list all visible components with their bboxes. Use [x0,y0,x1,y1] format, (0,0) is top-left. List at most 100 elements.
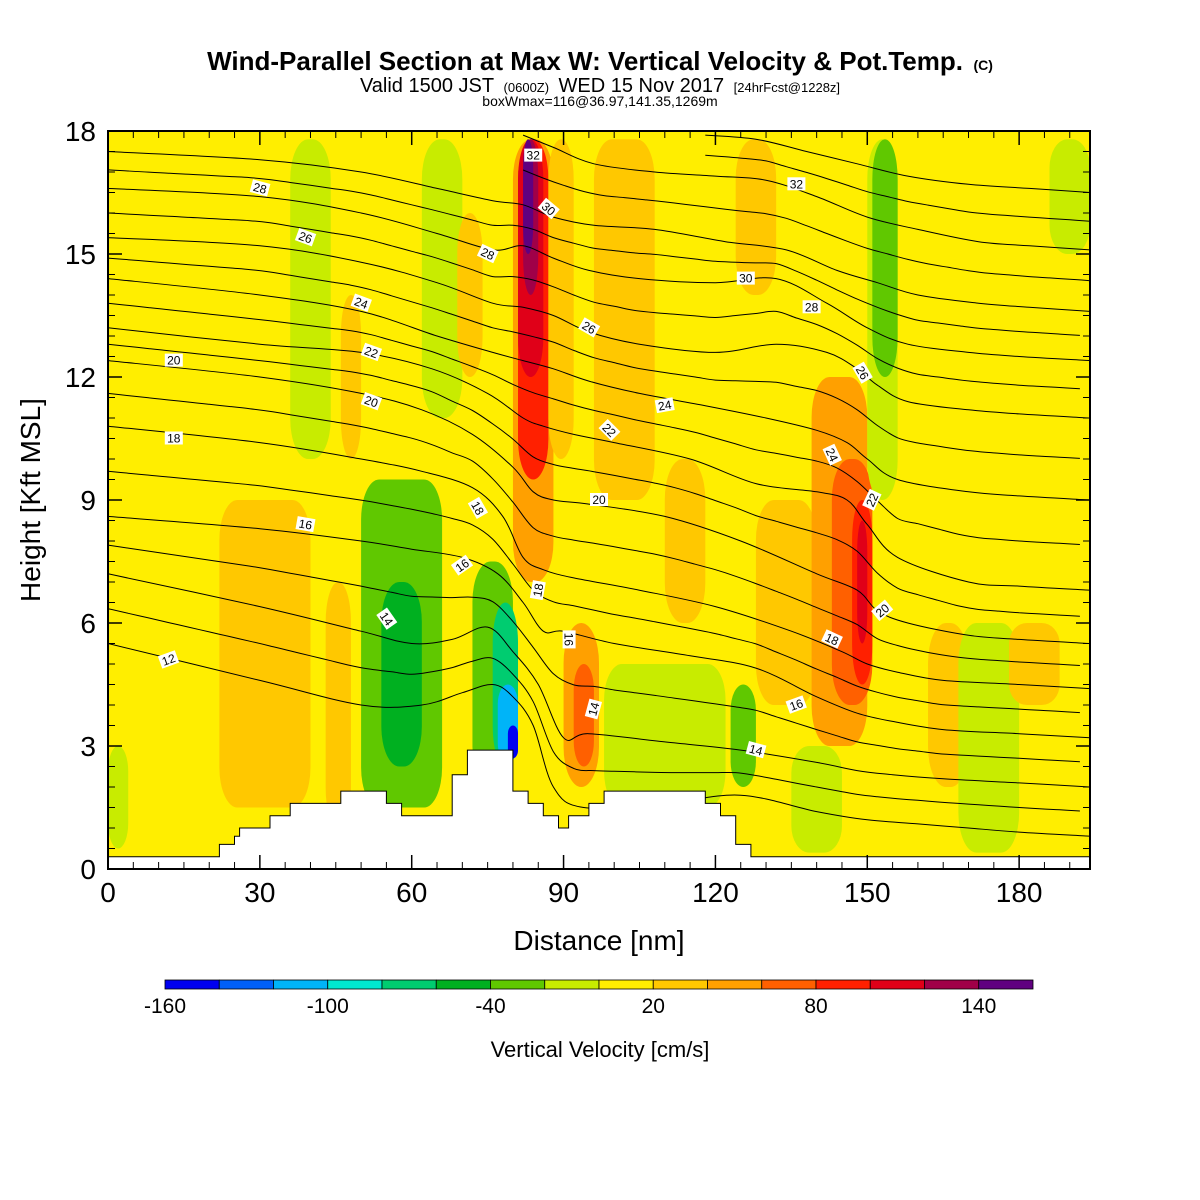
colorbar-swatch [924,979,980,990]
contour-label-bg [249,179,271,197]
colorbar-swatch [815,979,871,990]
w-cell [604,664,726,808]
contour-label: 28 [249,179,271,197]
colorbar-tick-label: -160 [144,995,186,1018]
contour-label-text: 18 [823,630,841,648]
theta-contour-minor [108,343,1080,617]
colorbar-tick-label: 140 [961,995,996,1018]
x-tick-label: 150 [844,877,891,908]
colorbar: -160 -100 -40 20 80 140 Vertical Velocity [cm… [144,979,1034,1062]
contour-label: 32 [787,177,806,191]
contour-label-text: 20 [363,393,381,411]
colorbar-swatch [978,979,1034,990]
contour-label: 16 [295,516,316,533]
contour-label: 30 [537,197,560,220]
contour-label: 18 [529,580,546,601]
contour-label: 20 [360,391,383,411]
chart-title-main: Wind-Parallel Section at Max W: Vertical… [207,46,963,76]
contour-label-bg [476,243,499,264]
colorbar-tick-label: -40 [475,995,505,1018]
contour-label-text: 14 [748,742,765,759]
contour-label-bg [164,431,183,445]
w-cell [872,139,898,377]
colorbar-tick-label: 20 [642,995,665,1018]
contour-label-text: 18 [468,499,487,518]
contour-label-bg [862,488,882,511]
valid-forecast: [24hrFcst@1228z] [734,80,840,95]
chart-title-block: Wind-Parallel Section at Max W: Vertical… [207,46,993,109]
w-cell [664,459,706,623]
contour-label-bg [529,580,546,601]
contour-label-text: 16 [298,517,314,533]
contour-label-text: 32 [527,149,541,163]
colorbar-swatch [707,979,763,990]
theta-contour-minor [108,169,1080,336]
contour-label: 24 [350,293,372,312]
theta-contour-34 [705,134,1090,193]
contour-label: 20 [164,353,183,368]
w-cell [421,139,463,418]
w-cell [730,684,756,787]
contour-label-bg [467,496,489,519]
y-tick-label: 9 [80,485,96,516]
x-tick-label: 180 [996,877,1043,908]
colorbar-ticks: -160 -100 -40 20 80 140 [144,995,996,1018]
contour-label-bg [871,599,894,622]
contour-label-text: 24 [657,398,673,414]
contour-label-bg [787,177,806,191]
contour-label-text: 20 [167,354,181,368]
y-tick-label: 3 [80,731,96,762]
contour-label-text: 30 [739,272,753,286]
colorbar-swatch [381,979,437,990]
contour-label-bg [822,443,842,466]
colorbar-swatch [164,979,220,990]
x-tick-label: 0 [100,877,116,908]
contour-label-bg [736,271,755,285]
contour-label-text: 28 [252,180,269,197]
colorbar-swatch [598,979,654,990]
theta-contour-28 [108,187,1090,362]
colorbar-label: Vertical Velocity [cm/s] [491,1037,710,1062]
contour-label: 24 [654,397,675,414]
w-cell [325,582,351,828]
contour-label-text: 16 [562,633,576,647]
x-axis: 0 30 60 90 120 150 180 [100,131,1071,908]
contour-label-bg [360,391,383,411]
w-cell [219,500,311,808]
contour-label-bg [562,630,576,649]
contour-label-text: 26 [580,318,599,337]
contour-label-bg [295,516,316,533]
contour-label: 26 [578,317,601,338]
contour-label-bg [745,741,767,759]
x-tick-label: 30 [244,877,275,908]
w-cell [573,664,594,767]
contour-label-bg [590,493,608,506]
theta-contour-minor [522,169,1090,282]
w-cell [593,139,655,500]
contour-label-bg [294,227,317,247]
contour-label: 18 [821,629,843,649]
theta-contour-minor [108,392,1080,666]
y-tick-label: 0 [80,854,96,885]
contour-labels: 12 14 14 14 16 16 16 16 18 18 18 18 20 20 20 20 22 22 22 24… [157,148,894,759]
chart-title-suffix: (C) [973,57,992,73]
contour-label: 18 [467,496,489,519]
contour-label-bg [350,293,372,312]
colorbar-swatch [490,979,546,990]
theta-contour-minor [108,257,1080,459]
contour-label: 26 [852,361,873,384]
contour-label: 12 [157,650,180,669]
x-tick-label: 90 [548,877,579,908]
contour-label: 24 [822,443,842,466]
w-cell [381,582,422,767]
colorbar-swatches [164,979,1034,990]
w-cell [958,623,1020,853]
y-tick-label: 6 [80,608,96,639]
colorbar-swatch [869,979,925,990]
colorbar-swatch [273,979,329,990]
contour-label: 18 [164,431,183,446]
contour-label: 22 [862,488,882,511]
contour-label-text: 24 [823,446,841,464]
contour-label-bg [164,353,183,367]
